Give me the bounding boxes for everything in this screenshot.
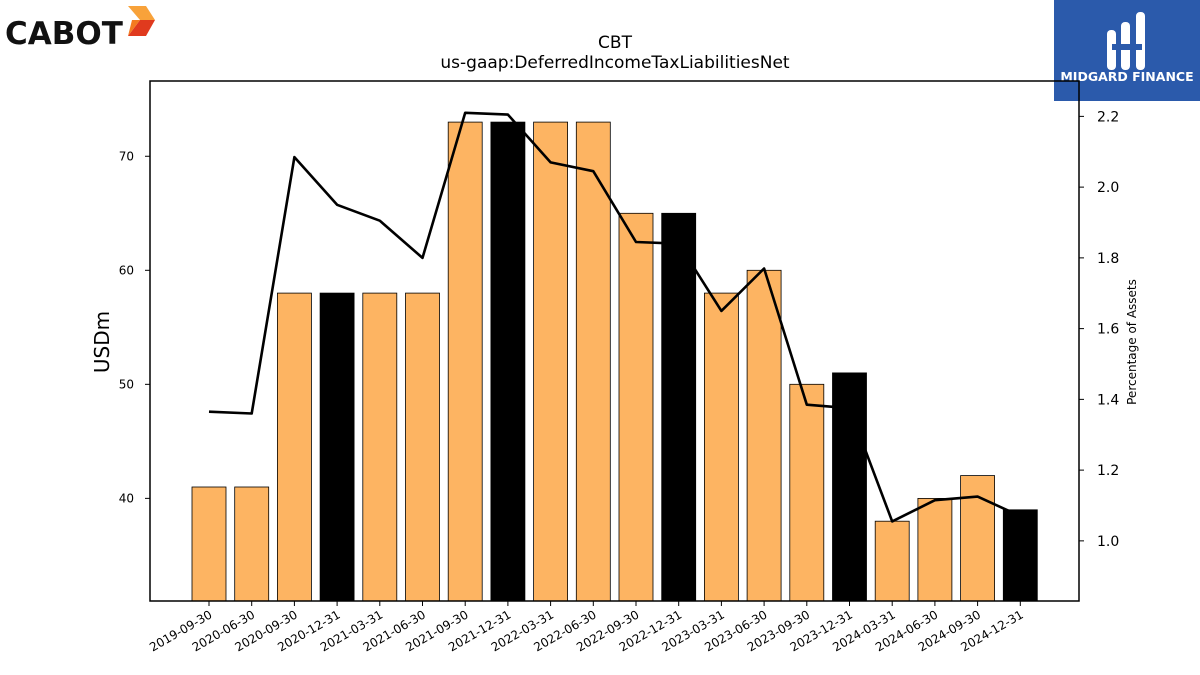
bar-2022-09-30 [618,212,654,602]
bar-2020-06-30 [234,486,270,602]
y-axis-label-right: Percentage of Assets [1125,279,1139,405]
bar-2019-09-30 [191,486,227,602]
y-tick-label-left: 60 [119,263,134,277]
bar-2024-12-31 [1002,509,1038,602]
cabot-flame-icon [128,6,155,36]
bar-2021-09-30 [447,121,483,602]
bar-2022-12-31 [661,212,697,602]
y-tick-label-left: 50 [119,377,134,391]
y-axis-right-ticks: 1.0 1.2 1.4 1.6 1.8 2.0 2.2 [1079,109,1119,550]
bar-2024-09-30 [960,475,995,602]
line-series [208,111,1021,523]
bar-2023-03-31 [704,292,739,602]
y-tick-label-right: 1.8 [1097,251,1119,267]
cabot-logo-text: CABOT [5,16,123,52]
y-tick-label-right: 1.2 [1097,463,1119,479]
x-axis-ticks: 2019-09-302020-06-302020-09-302020-12-31… [147,601,1026,654]
chart-title: CBT [598,33,633,53]
y-tick-label-right: 1.0 [1097,534,1119,550]
midgard-emblem-icon [1107,12,1145,70]
bar-2021-03-31 [362,292,398,602]
y-axis-label-left: USDm [90,311,114,373]
bar-2023-06-30 [746,269,782,602]
y-tick-label-left: 40 [119,491,134,505]
percentage-line [208,111,1021,523]
y-tick-label-left: 70 [119,149,134,163]
y-tick-label-right: 1.6 [1097,322,1119,338]
bar-2022-03-31 [533,121,568,602]
bar-series [191,121,1038,602]
y-tick-label-right: 2.2 [1097,109,1119,125]
bar-2024-06-30 [917,497,953,602]
bar-2021-12-31 [490,121,526,602]
y-tick-label-right: 2.0 [1097,180,1119,196]
bar-2021-06-30 [405,292,440,602]
bar-2024-03-31 [874,520,910,602]
y-tick-label-right: 1.4 [1097,392,1119,408]
chart-subtitle: us-gaap:DeferredIncomeTaxLiabilitiesNet [440,53,790,73]
midgard-logo: MIDGARD FINANCE [1054,0,1200,101]
cabot-logo: CABOT [5,6,155,52]
bar-2020-12-31 [319,292,355,602]
midgard-logo-text: MIDGARD FINANCE [1060,69,1193,84]
plot-frame [149,80,1080,602]
bar-2022-06-30 [575,121,611,602]
bar-2023-09-30 [789,383,825,602]
bar-2020-09-30 [276,292,312,602]
y-axis-left-ticks: 40 50 60 70 [119,149,150,505]
